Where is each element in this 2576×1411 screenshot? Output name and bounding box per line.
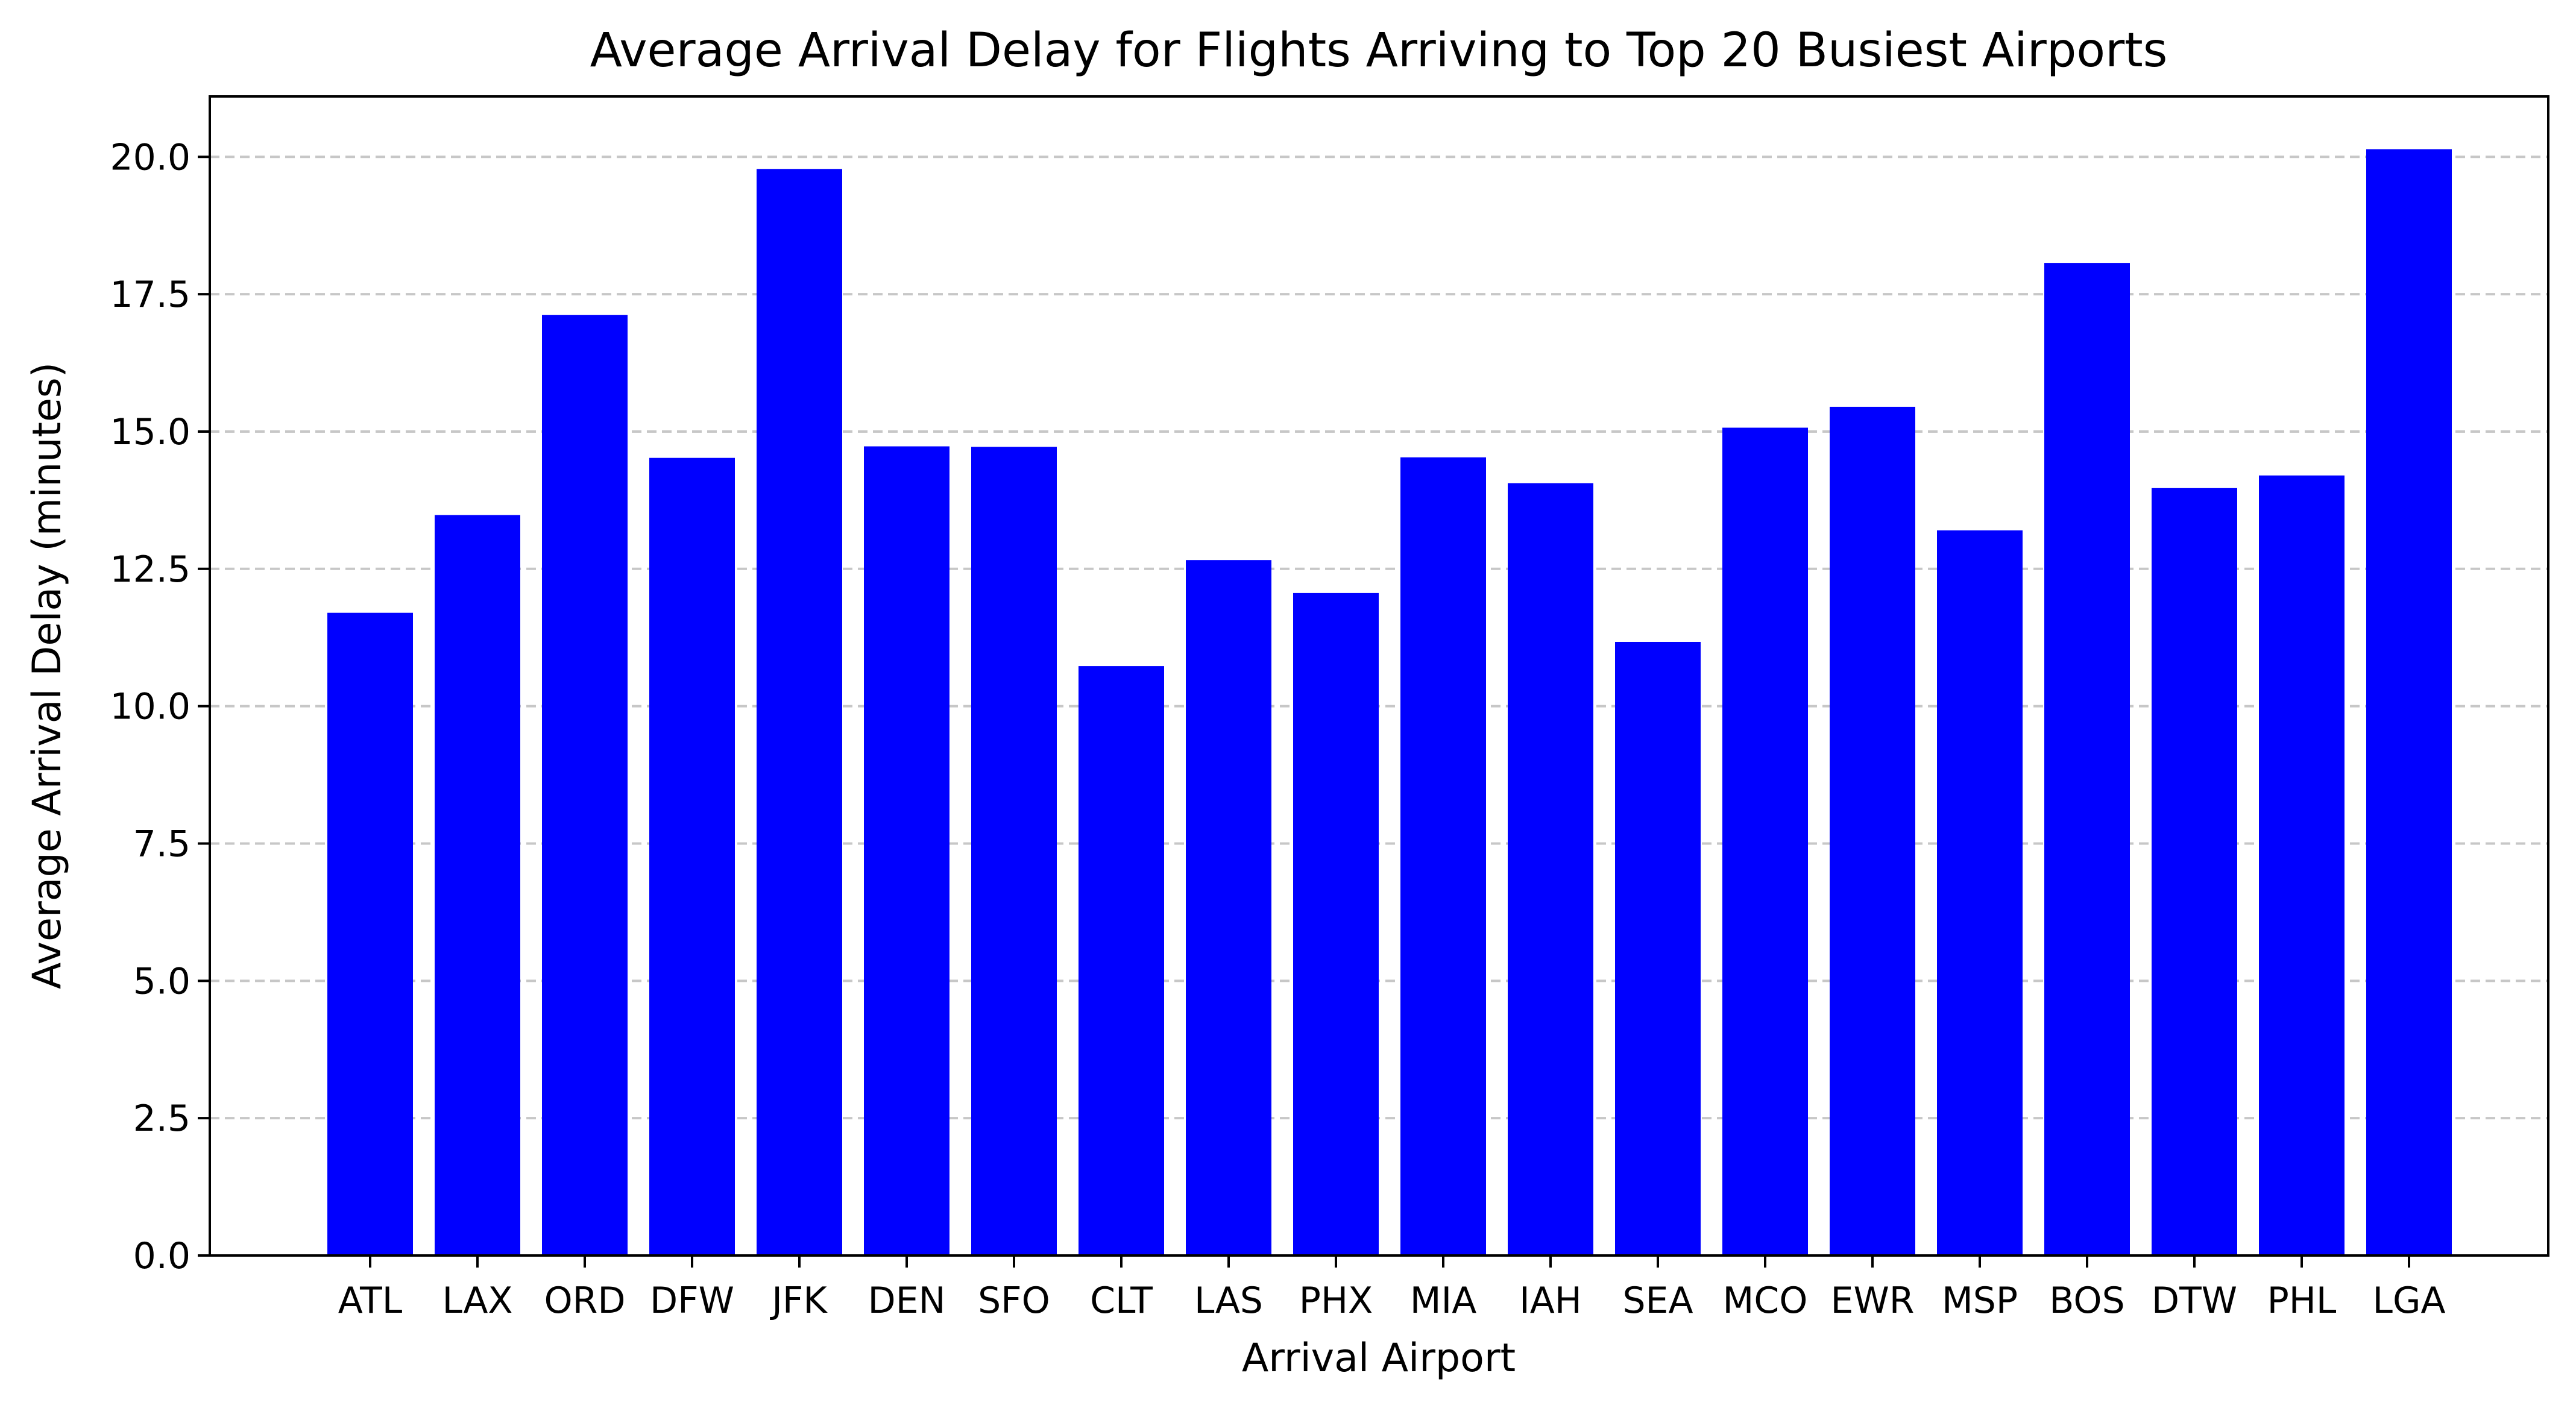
bars — [327, 149, 2452, 1256]
bar-den — [864, 446, 949, 1256]
bar-lga — [2366, 149, 2452, 1255]
bar-iah — [1508, 483, 1593, 1255]
y-tick-label: 15.0 — [110, 411, 191, 453]
x-tick-label-mia: MIA — [1410, 1280, 1477, 1322]
x-tick-label-atl: ATL — [338, 1280, 403, 1322]
y-tick-label: 5.0 — [133, 960, 191, 1002]
y-tick-label: 12.5 — [110, 548, 191, 591]
y-tick-label: 20.0 — [110, 136, 191, 178]
y-tick-label: 2.5 — [133, 1098, 191, 1140]
y-tick-label: 0.0 — [133, 1235, 191, 1277]
bar-ewr — [1830, 406, 1915, 1255]
plot-frame — [209, 95, 2549, 1257]
x-tick-label-sea: SEA — [1622, 1280, 1693, 1322]
chart-title: Average Arrival Delay for Flights Arrivi… — [590, 24, 2168, 78]
y-axis: 0.0 2.5 5.0 7.5 10.0 12.5 15.0 17.5 20.0 — [110, 136, 210, 1277]
y-tick-label: 7.5 — [133, 823, 191, 865]
bar-mco — [1722, 427, 1808, 1255]
bar-lax — [435, 515, 520, 1255]
bar-clt — [1079, 666, 1164, 1255]
bar-phx — [1293, 592, 1379, 1255]
bar-dfw — [649, 457, 735, 1256]
bar-bos — [2044, 263, 2130, 1255]
x-tick-label-den: DEN — [868, 1280, 946, 1322]
x-tick-label-sfo: SFO — [978, 1280, 1050, 1322]
x-tick-label-mco: MCO — [1723, 1280, 1808, 1322]
bar-atl — [327, 612, 413, 1256]
x-tick-label-phl: PHL — [2267, 1280, 2337, 1322]
bar-sea — [1615, 641, 1701, 1255]
x-tick-label-clt: CLT — [1090, 1280, 1153, 1322]
bar-dtw — [2152, 488, 2237, 1255]
x-tick-label-las: LAS — [1194, 1280, 1263, 1322]
x-tick-label-dtw: DTW — [2152, 1280, 2237, 1322]
x-tick-label-ewr: EWR — [1831, 1280, 1915, 1322]
x-tick-label-jfk: JFK — [769, 1280, 828, 1322]
y-tick-label: 17.5 — [110, 274, 191, 316]
y-axis-label: Average Arrival Delay (minutes) — [25, 362, 70, 989]
x-axis: ATL LAX ORD DFW JFK DEN SFO CLT LAS PHX MIA IAH SEA M… — [338, 1255, 2446, 1322]
x-tick-label-ord: ORD — [544, 1280, 625, 1322]
x-tick-label-iah: IAH — [1519, 1280, 1582, 1322]
y-tick-label: 10.0 — [110, 686, 191, 728]
x-tick-label-msp: MSP — [1942, 1280, 2018, 1322]
bar-mia — [1400, 457, 1486, 1256]
x-tick-label-phx: PHX — [1299, 1280, 1373, 1322]
bar-las — [1186, 560, 1271, 1256]
bar-sfo — [971, 447, 1057, 1256]
x-tick-label-bos: BOS — [2049, 1280, 2124, 1322]
x-tick-label-dfw: DFW — [650, 1280, 734, 1322]
x-tick-label-lga: LGA — [2373, 1280, 2446, 1322]
x-axis-label: Arrival Airport — [1242, 1336, 1516, 1381]
bar-phl — [2259, 475, 2345, 1255]
x-tick-label-lax: LAX — [442, 1280, 513, 1322]
bar-ord — [542, 315, 628, 1255]
bar-jfk — [757, 169, 842, 1256]
bar-msp — [1937, 530, 2023, 1255]
